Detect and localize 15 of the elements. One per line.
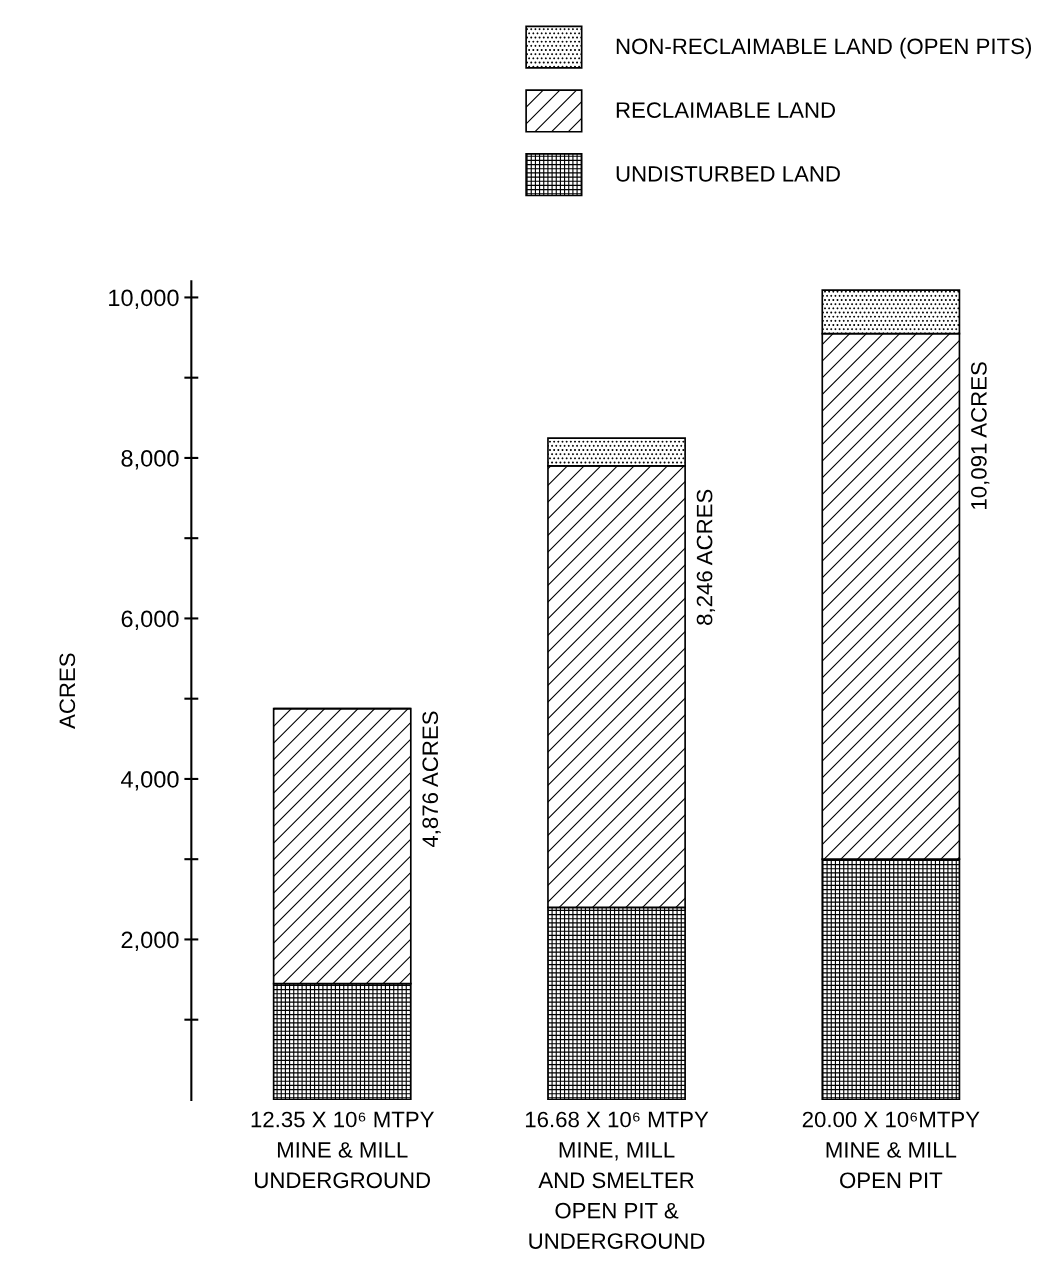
x-tick-label: 16.68 X 10⁶ MTPY MINE, MILL AND SMELTER OPEN PIT & UNDERGROUND (525, 1111, 709, 1249)
y-tick-label: 6,000 (121, 610, 179, 631)
total-label: 10,091 ACRES (971, 362, 990, 509)
y-tick-label: 10,000 (109, 289, 179, 310)
legend-label: RECLAIMABLE LAND (616, 102, 836, 118)
total-label: 4,876 ACRES (422, 711, 441, 848)
y-tick-label: 4,000 (121, 771, 179, 791)
total-label: 8,246 ACRES (696, 489, 716, 625)
y-tick-label: 8,000 (121, 450, 179, 470)
legend-label: NON-RECLAIMABLE LAND (OPEN PITS) (616, 37, 1031, 59)
legend-label: UNDISTURBED LAND (616, 165, 840, 182)
y-axis-title: ACRES (59, 653, 76, 729)
x-tick-label: 12.35 X 10⁶ MTPY MINE & MILL UNDERGROUND (251, 1111, 435, 1189)
y-tick-label: 2,000 (121, 931, 179, 952)
x-tick-label: 20.00 X 10⁶MTPY MINE & MILL OPEN PIT (802, 1111, 980, 1189)
